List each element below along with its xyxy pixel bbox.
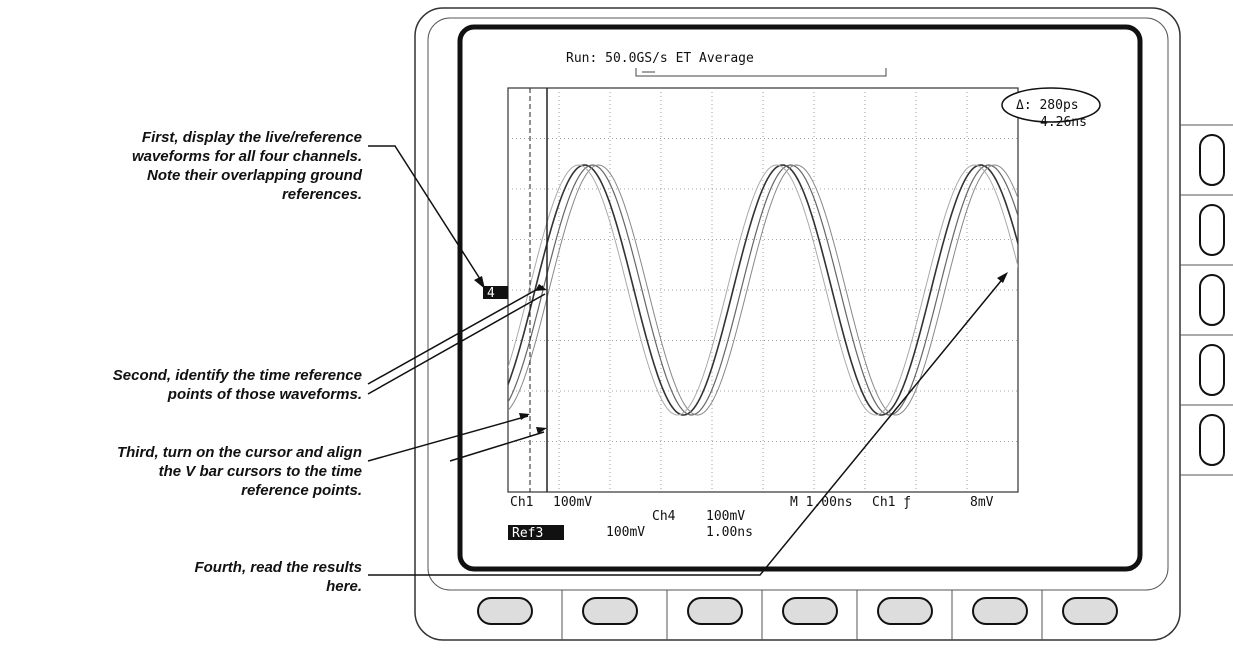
ref-time: 1.00ns <box>706 525 753 540</box>
callout-line: Second, identify the time reference <box>113 367 362 384</box>
callout-line: Fourth, read the results <box>194 559 362 576</box>
side-button[interactable] <box>1200 135 1224 185</box>
trigger-source: Ch1 ƒ <box>872 495 911 510</box>
delta-readout: Δ: 280ps <box>1016 98 1079 113</box>
ch4-label: Ch4 <box>652 509 676 524</box>
ref-label: Ref3 <box>512 526 543 541</box>
ref-scale: 100mV <box>606 525 645 540</box>
callout-line: Third, turn on the cursor and align <box>117 444 362 461</box>
bottom-button[interactable] <box>973 598 1027 624</box>
callout-line: waveforms for all four channels. <box>132 148 362 165</box>
callout-line: points of those waveforms. <box>167 386 362 403</box>
callout-line: the V bar cursors to the time <box>159 463 362 480</box>
bottom-button[interactable] <box>688 598 742 624</box>
bottom-button[interactable] <box>478 598 532 624</box>
callout-line: reference points. <box>241 482 362 499</box>
ch1-label: Ch1 <box>510 495 533 510</box>
side-button[interactable] <box>1200 415 1224 465</box>
callout-line: First, display the live/reference <box>142 129 362 146</box>
ch1-scale: 100mV <box>553 495 592 510</box>
bottom-button[interactable] <box>583 598 637 624</box>
bottom-button[interactable] <box>1063 598 1117 624</box>
callout-line: Note their overlapping ground <box>147 167 363 184</box>
bottom-button[interactable] <box>878 598 932 624</box>
at-readout: 4.26ns <box>1040 115 1087 130</box>
trigger-level: 8mV <box>970 495 994 510</box>
callouts: First, display the live/reference wavefor… <box>113 129 363 595</box>
side-button[interactable] <box>1200 345 1224 395</box>
side-button[interactable] <box>1200 205 1224 255</box>
ch4-scale: 100mV <box>706 509 745 524</box>
status: Run: 50.0GS/s ET Average <box>566 51 754 66</box>
callout-line: here. <box>326 578 362 595</box>
bottom-button[interactable] <box>783 598 837 624</box>
side-button[interactable] <box>1200 275 1224 325</box>
ground-marker: 4 <box>487 286 495 301</box>
time-scale: M 1.00ns <box>790 495 853 510</box>
callout-line: references. <box>282 186 362 203</box>
side-buttons <box>1180 125 1233 475</box>
oscilloscope-diagram: Run: 50.0GS/s ET Average Δ: 280ps 4.26ns… <box>0 0 1233 649</box>
